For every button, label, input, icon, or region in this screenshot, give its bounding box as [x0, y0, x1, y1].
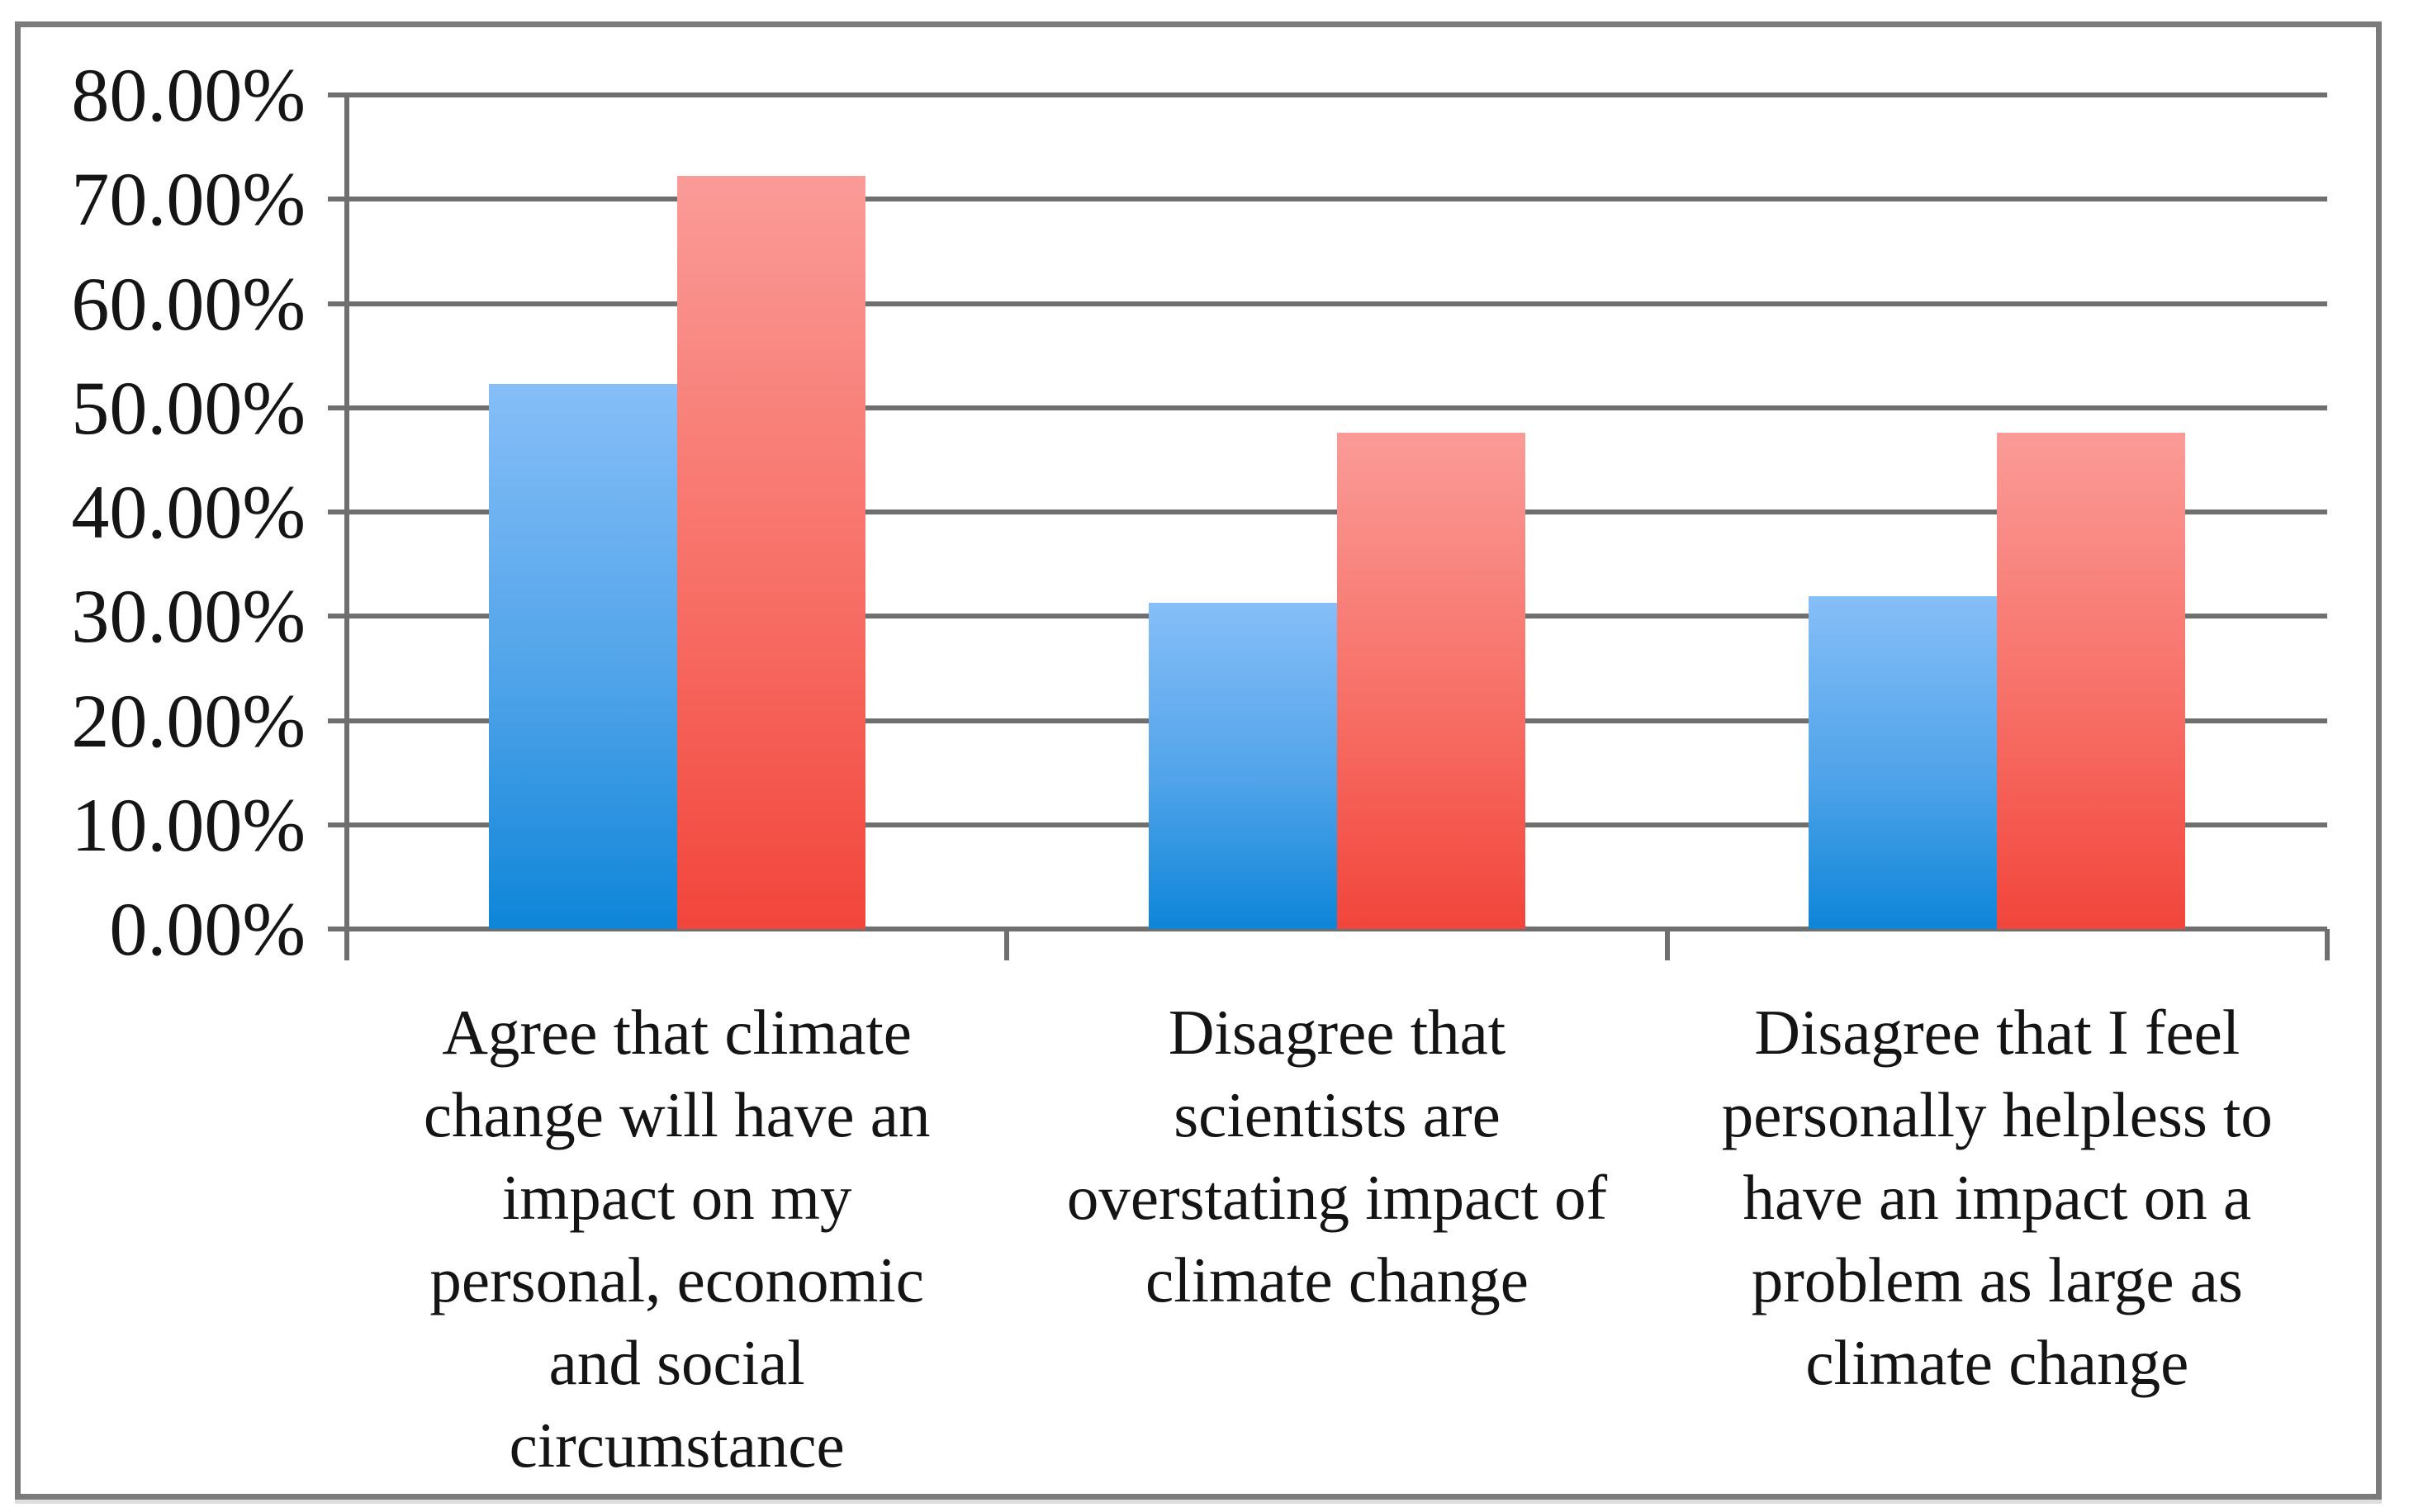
category-label-line: scientists are [1174, 1079, 1501, 1150]
y-axis-tick-label: 60.00% [71, 261, 306, 346]
y-axis-tick-label: 10.00% [71, 782, 306, 867]
category-label-line: circumstance [509, 1410, 845, 1481]
gridline-80.00% [328, 92, 2327, 97]
category-label-3: Disagree that I feel personally helpless … [1722, 991, 2273, 1404]
category-label-line: change will have an [423, 1079, 931, 1150]
category-label-line: Disagree that I feel [1754, 997, 2240, 1068]
category-label-line: personal, economic [429, 1244, 924, 1315]
x-axis-category-tick [1004, 929, 1010, 960]
category-label-line: Disagree that [1168, 997, 1506, 1068]
bar-group2-blue [1149, 602, 1337, 929]
category-label-2: Disagree that scientists are overstating i… [1067, 991, 1607, 1321]
gridline-40.00% [328, 510, 2327, 514]
category-label-line: and social [548, 1327, 805, 1398]
y-axis-tick-label: 80.00% [71, 53, 306, 137]
y-axis-line [344, 95, 349, 960]
y-axis-tick-label: 20.00% [71, 678, 306, 763]
x-axis-category-tick [2325, 929, 2330, 960]
category-label-line: have an impact on a [1743, 1162, 2252, 1233]
category-label-line: climate change [1805, 1327, 2189, 1398]
bar-group1-red [676, 176, 865, 929]
y-axis-tick-label: 40.00% [71, 470, 306, 554]
gridline-50.00% [328, 405, 2327, 410]
category-label-line: personally helpless to [1721, 1079, 2273, 1150]
category-label-line: climate change [1145, 1244, 1529, 1315]
category-label-line: problem as large as [1751, 1244, 2243, 1315]
category-label-line: impact on my [501, 1162, 852, 1233]
gridline-0.00% [328, 927, 2327, 931]
y-axis-tick-label: 70.00% [71, 157, 306, 242]
category-label-line: Agree that climate [442, 997, 912, 1068]
bar-group3-red [1997, 433, 2186, 929]
category-label-line: overstating impact of [1066, 1162, 1608, 1233]
bar-group1-blue [488, 383, 677, 929]
y-axis-tick-label: 30.00% [71, 574, 306, 659]
y-axis-tick-label: 50.00% [71, 365, 306, 450]
gridline-60.00% [328, 301, 2327, 306]
y-axis-tick-label: 0.00% [109, 887, 306, 971]
bar-group2-red [1337, 433, 1525, 929]
chart-frame: 80.00% 70.00% 60.00% 50.00% 40.00% 30.00% 20.0… [15, 21, 2382, 1500]
x-axis-category-tick [1664, 929, 1670, 960]
bar-group3-blue [1809, 596, 1998, 929]
gridline-70.00% [328, 197, 2327, 202]
category-label-1: Agree that climate change will have an imp… [424, 991, 931, 1486]
